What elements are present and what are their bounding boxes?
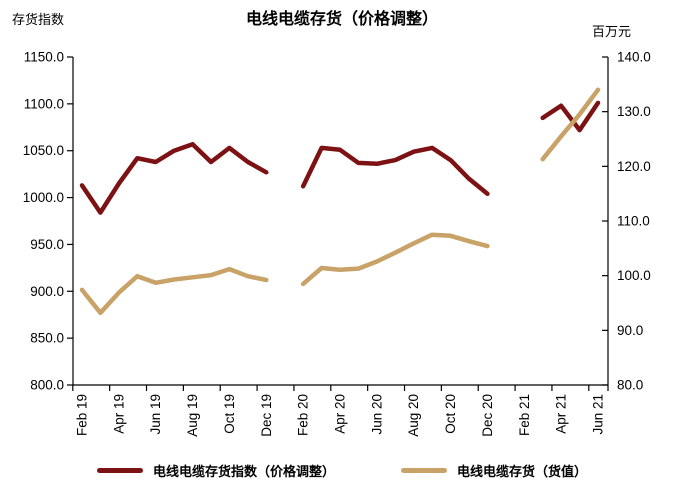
x-axis-tick-label: Oct 20 [443, 394, 458, 434]
legend-label-value-series: 电线电缆存货（货值） [457, 464, 588, 479]
chart-title: 电线电缆存货（价格调整） [245, 11, 438, 28]
legend-swatch-index-series [96, 468, 143, 473]
legend-item-value-series: 电线电缆存货（货值） [401, 461, 587, 480]
y-axis-right-tick-label: 90.0 [617, 323, 643, 338]
line-chart-canvas: 1150.0 1100.0 1050.0 1000.0 950.0 900.0 850.0 8… [23, 50, 651, 437]
y-axis-left-tick-label: 1000.0 [23, 190, 64, 205]
y-axis-left-tick-label: 1050.0 [23, 143, 64, 158]
x-axis-tick-label: Feb 21 [517, 394, 532, 436]
series-line-1 [79, 87, 601, 316]
series-line-0 [79, 100, 601, 215]
y-axis-left-tick-label: 1100.0 [24, 96, 64, 111]
x-axis-tick-label: Jun 20 [369, 394, 384, 435]
x-axis-tick-label: Jun 19 [148, 394, 163, 435]
legend-label-index-series: 电线电缆存货指数（价格调整） [152, 464, 335, 479]
y-axis-left-tick-label: 1150.0 [24, 50, 64, 65]
x-axis-tick-label: Aug 20 [406, 394, 421, 437]
y-axis-left-tick-label: 900.0 [30, 284, 64, 299]
right-axis-unit-label: 百万元 [592, 24, 632, 39]
x-axis-tick-label: Apr 19 [111, 394, 126, 434]
y-axis-left-tick-label: 850.0 [30, 331, 64, 346]
y-axis-left-tick-label: 800.0 [30, 378, 64, 393]
x-axis-tick-label: Apr 21 [554, 394, 569, 434]
x-axis-tick-label: Feb 19 [75, 394, 90, 436]
y-axis-right-tick-label: 80.0 [617, 378, 643, 393]
x-axis-tick-label: Feb 20 [296, 394, 311, 436]
y-axis-right-tick-label: 110.0 [617, 214, 650, 229]
legend-item-index-series: 电线电缆存货指数（价格调整） [96, 461, 335, 480]
x-axis-tick-label: Apr 20 [333, 394, 348, 434]
left-axis-unit-label: 存货指数 [12, 12, 65, 27]
x-axis-tick-label: Aug 19 [185, 394, 200, 437]
x-axis-tick-label: Dec 19 [259, 394, 274, 437]
y-axis-left-tick-label: 950.0 [30, 237, 64, 252]
y-axis-right-tick-label: 140.0 [617, 50, 651, 65]
y-axis-right-tick-label: 120.0 [617, 159, 651, 174]
legend-swatch-value-series [401, 468, 447, 473]
y-axis-right-tick-label: 100.0 [617, 268, 651, 283]
x-axis-tick-label: Oct 19 [222, 394, 237, 434]
x-axis-tick-label: Jun 21 [591, 394, 606, 435]
y-axis-right-tick-label: 130.0 [617, 104, 651, 119]
chart-legend: 电线电缆存货指数（价格调整） 电线电缆存货（货值） [0, 461, 684, 480]
x-axis-tick-label: Dec 20 [480, 394, 495, 437]
